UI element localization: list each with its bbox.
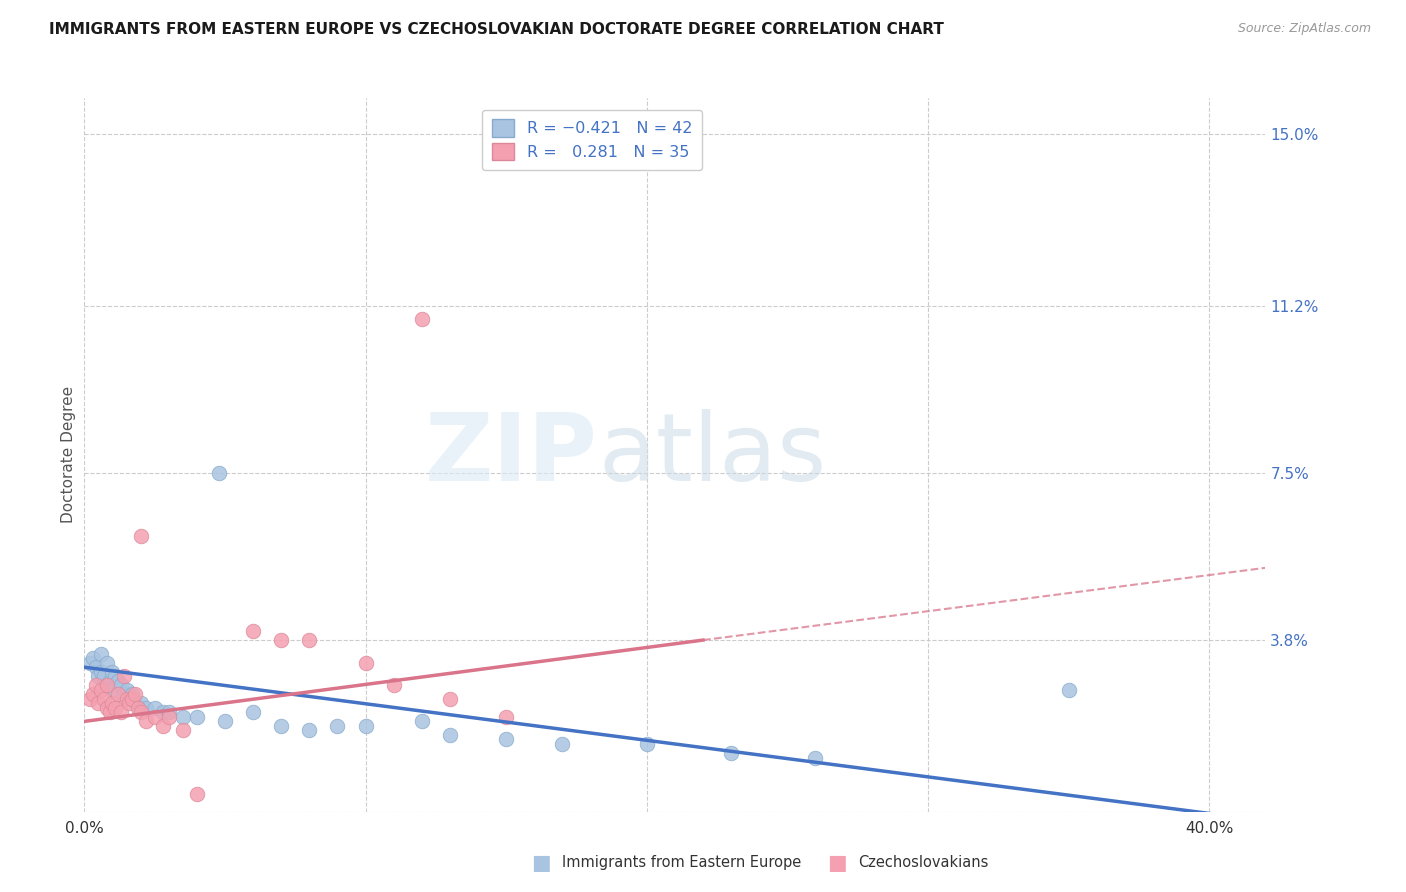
Point xyxy=(115,691,138,706)
Point xyxy=(135,701,157,715)
Point xyxy=(208,466,231,480)
Point xyxy=(186,787,208,801)
Point xyxy=(87,669,110,683)
Point xyxy=(298,633,321,648)
Point xyxy=(411,714,433,729)
Point xyxy=(143,710,166,724)
Y-axis label: Doctorate Degree: Doctorate Degree xyxy=(60,386,76,524)
Point xyxy=(96,656,118,670)
Point xyxy=(98,673,121,688)
Point xyxy=(124,696,146,710)
Point xyxy=(298,723,321,738)
Point xyxy=(110,706,132,720)
Point xyxy=(439,691,461,706)
Point xyxy=(104,669,127,683)
Point xyxy=(382,678,405,692)
Text: ZIP: ZIP xyxy=(425,409,598,501)
Point xyxy=(96,678,118,692)
Point xyxy=(90,647,112,661)
Point xyxy=(121,691,143,706)
Point xyxy=(112,687,135,701)
Text: ■: ■ xyxy=(827,853,846,872)
Point xyxy=(79,656,101,670)
Point xyxy=(129,529,152,543)
Point xyxy=(93,691,115,706)
Point xyxy=(115,682,138,697)
Point xyxy=(354,719,377,733)
Point xyxy=(172,710,194,724)
Point xyxy=(495,732,517,747)
Point xyxy=(214,714,236,729)
Point xyxy=(439,728,461,742)
Point xyxy=(121,687,143,701)
Point xyxy=(326,719,349,733)
Point xyxy=(98,706,121,720)
Point xyxy=(90,665,112,679)
Point xyxy=(127,701,149,715)
Point xyxy=(143,701,166,715)
Point xyxy=(101,696,124,710)
Point xyxy=(186,710,208,724)
Point xyxy=(804,750,827,764)
Point xyxy=(157,710,180,724)
Point xyxy=(1057,682,1080,697)
Text: atlas: atlas xyxy=(598,409,827,501)
Point xyxy=(84,660,107,674)
Point xyxy=(152,719,174,733)
Point xyxy=(551,737,574,751)
Point xyxy=(242,624,264,638)
Text: IMMIGRANTS FROM EASTERN EUROPE VS CZECHOSLOVAKIAN DOCTORATE DEGREE CORRELATION C: IMMIGRANTS FROM EASTERN EUROPE VS CZECHO… xyxy=(49,22,943,37)
Point xyxy=(93,669,115,683)
Point xyxy=(101,665,124,679)
Point xyxy=(354,656,377,670)
Point xyxy=(82,687,104,701)
Point xyxy=(270,633,292,648)
Point xyxy=(495,710,517,724)
Point xyxy=(107,673,129,688)
Point xyxy=(124,687,146,701)
Point xyxy=(152,706,174,720)
Text: Source: ZipAtlas.com: Source: ZipAtlas.com xyxy=(1237,22,1371,36)
Point xyxy=(411,312,433,326)
Point xyxy=(79,691,101,706)
Point xyxy=(129,696,152,710)
Point xyxy=(90,682,112,697)
Point xyxy=(129,706,152,720)
Point xyxy=(135,714,157,729)
Point xyxy=(636,737,658,751)
Point xyxy=(172,723,194,738)
Point xyxy=(118,696,141,710)
Text: Czechoslovakians: Czechoslovakians xyxy=(858,855,988,870)
Point xyxy=(104,701,127,715)
Text: Immigrants from Eastern Europe: Immigrants from Eastern Europe xyxy=(562,855,801,870)
Point xyxy=(101,682,124,697)
Point xyxy=(118,691,141,706)
Point xyxy=(270,719,292,733)
Point xyxy=(110,678,132,692)
Point xyxy=(96,678,118,692)
Point xyxy=(720,746,742,760)
Point xyxy=(242,706,264,720)
Legend: R = −0.421   N = 42, R =   0.281   N = 35: R = −0.421 N = 42, R = 0.281 N = 35 xyxy=(482,110,702,170)
Text: ■: ■ xyxy=(531,853,551,872)
Point xyxy=(82,651,104,665)
Point xyxy=(112,669,135,683)
Point xyxy=(96,701,118,715)
Point xyxy=(87,696,110,710)
Point xyxy=(157,706,180,720)
Point xyxy=(84,678,107,692)
Point xyxy=(107,687,129,701)
